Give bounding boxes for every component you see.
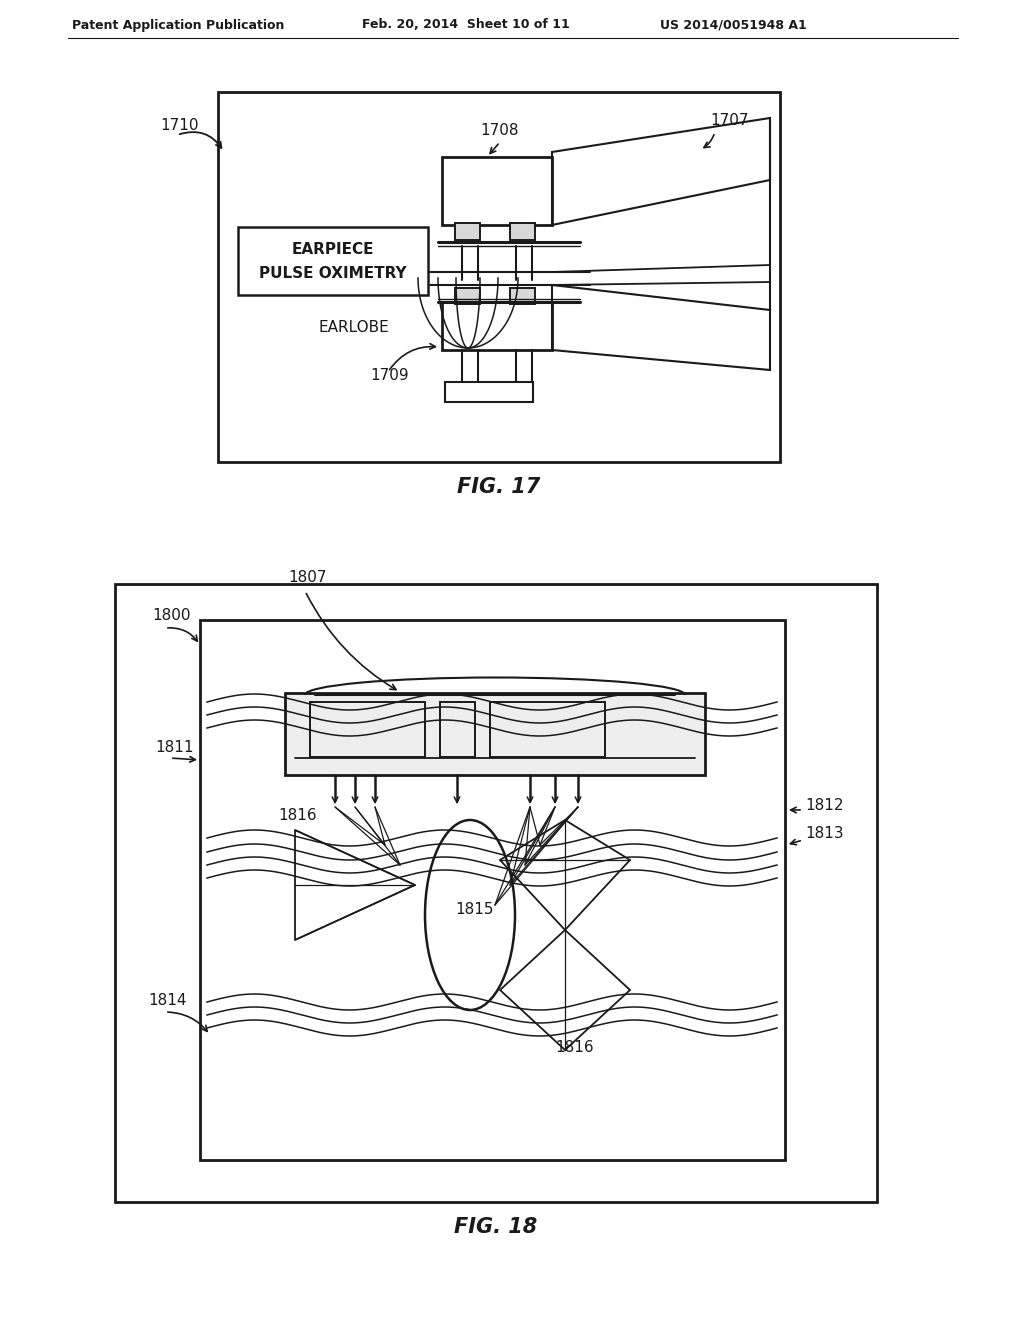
Text: Feb. 20, 2014  Sheet 10 of 11: Feb. 20, 2014 Sheet 10 of 11: [362, 18, 569, 32]
Bar: [115, 583, 877, 1203]
Bar: [442, 302, 552, 350]
Text: 1710: 1710: [160, 117, 199, 133]
Text: 1709: 1709: [370, 368, 409, 383]
Text: FIG. 17: FIG. 17: [458, 477, 541, 498]
Text: 1812: 1812: [805, 799, 844, 813]
Bar: [455, 223, 480, 240]
Text: EARLOBE: EARLOBE: [318, 319, 389, 335]
Bar: [510, 223, 535, 240]
Bar: [510, 288, 535, 304]
Bar: [285, 693, 705, 775]
Text: 1815: 1815: [456, 903, 495, 917]
Bar: [455, 288, 480, 304]
Text: Patent Application Publication: Patent Application Publication: [72, 18, 285, 32]
Text: PULSE OXIMETRY: PULSE OXIMETRY: [259, 265, 407, 281]
Text: 1707: 1707: [710, 114, 749, 128]
Bar: [218, 92, 780, 462]
Bar: [200, 620, 785, 1160]
Bar: [238, 227, 428, 294]
Text: EARPIECE: EARPIECE: [292, 242, 374, 256]
Bar: [440, 702, 475, 756]
Text: 1816: 1816: [555, 1040, 594, 1055]
Bar: [310, 702, 425, 756]
Text: 1816: 1816: [278, 808, 316, 822]
Text: 1813: 1813: [805, 826, 844, 841]
Text: US 2014/0051948 A1: US 2014/0051948 A1: [660, 18, 807, 32]
Bar: [442, 157, 552, 224]
Text: 1811: 1811: [155, 741, 194, 755]
Text: 1807: 1807: [288, 570, 327, 585]
Text: 1814: 1814: [148, 993, 186, 1008]
Bar: [490, 702, 605, 756]
Text: FIG. 18: FIG. 18: [455, 1217, 538, 1237]
Text: 1800: 1800: [152, 609, 190, 623]
Text: 1708: 1708: [480, 123, 519, 139]
